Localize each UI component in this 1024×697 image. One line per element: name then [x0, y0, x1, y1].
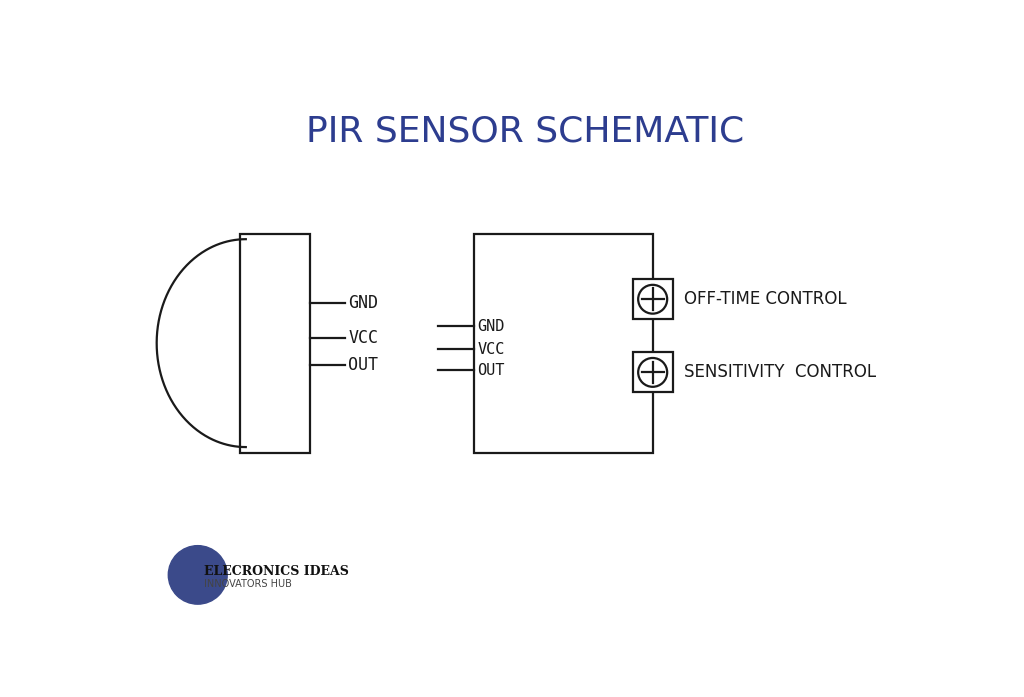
Text: GND: GND [348, 294, 378, 312]
Bar [633, 279, 673, 319]
Text: OFF-TIME CONTROL: OFF-TIME CONTROL [684, 290, 846, 308]
Circle shape [638, 285, 668, 314]
Bar [241, 233, 310, 453]
Text: GND: GND [477, 319, 505, 334]
Text: VCC: VCC [348, 329, 378, 346]
Bar [474, 233, 652, 453]
Text: OUT: OUT [348, 355, 378, 374]
Circle shape [168, 546, 227, 604]
Text: OUT: OUT [477, 362, 505, 378]
Circle shape [638, 358, 668, 387]
Text: VCC: VCC [477, 342, 505, 357]
Bar [633, 353, 673, 392]
Text: INNOVATORS HUB: INNOVATORS HUB [204, 579, 292, 589]
Text: ELECRONICS IDEAS: ELECRONICS IDEAS [204, 565, 349, 578]
Text: SENSITIVITY  CONTROL: SENSITIVITY CONTROL [684, 363, 876, 381]
Text: PIR SENSOR SCHEMATIC: PIR SENSOR SCHEMATIC [306, 114, 743, 148]
